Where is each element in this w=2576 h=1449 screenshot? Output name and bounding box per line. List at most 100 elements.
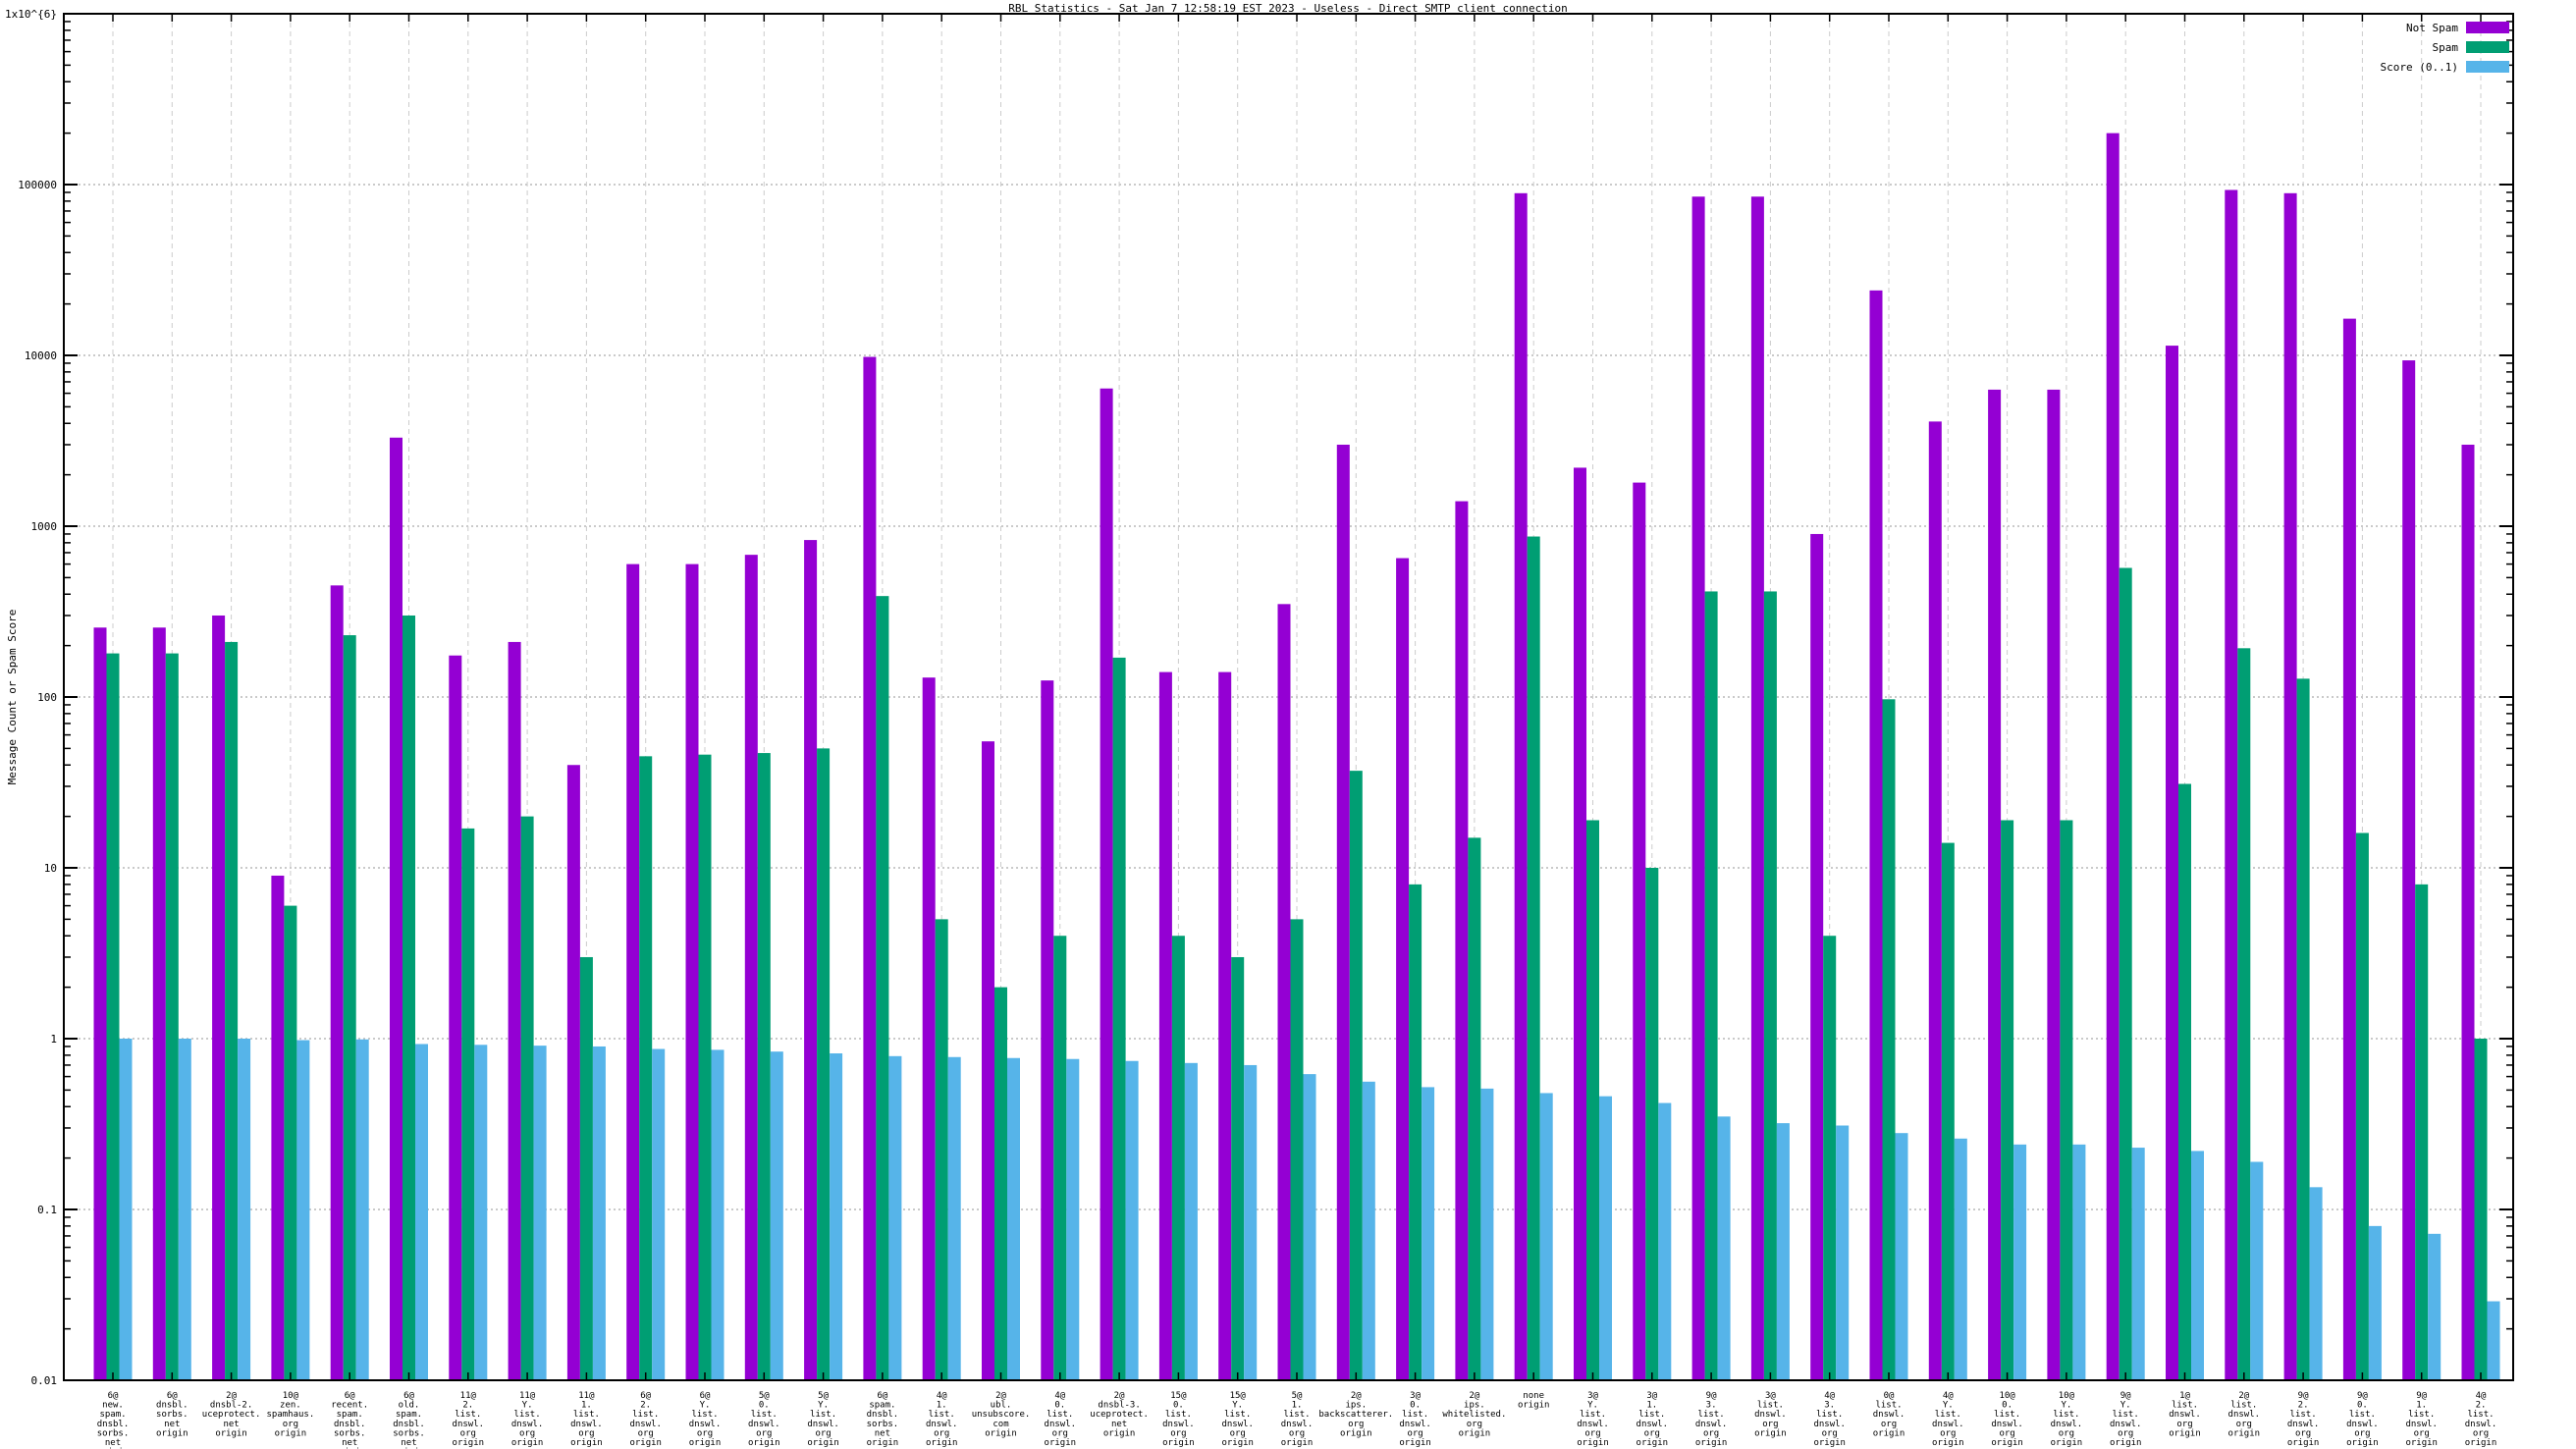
- bar-not-spam: [2342, 318, 2356, 1380]
- x-category-label: 6@: [877, 1391, 887, 1401]
- x-category-label: origin: [2346, 1438, 2379, 1448]
- bar-score-0-1: [1895, 1133, 1908, 1380]
- x-category-label: ubl.: [991, 1401, 1012, 1411]
- x-category-label: org: [934, 1428, 949, 1438]
- x-category-label: 0.: [1173, 1401, 1184, 1411]
- bar-not-spam: [1218, 671, 1232, 1380]
- x-category-label: 3@: [1410, 1391, 1421, 1401]
- bar-spam: [225, 641, 239, 1380]
- x-category-label: org: [1584, 1428, 1600, 1438]
- x-category-label: dnsbl.: [393, 1420, 425, 1429]
- bar-score-0-1: [1954, 1138, 1967, 1380]
- x-category-label: org: [2295, 1428, 2311, 1438]
- bar-spam: [1645, 868, 1659, 1380]
- bar-not-spam: [1455, 501, 1469, 1380]
- x-category-label: spamhaus.: [267, 1410, 315, 1420]
- x-category-label: sorbs.: [393, 1428, 425, 1438]
- bar-score-0-1: [119, 1039, 133, 1380]
- x-category-label: 4@: [1824, 1391, 1835, 1401]
- bar-spam: [520, 816, 534, 1380]
- x-category-label: origin: [1221, 1438, 1254, 1448]
- x-category-label: dnswl.: [926, 1420, 958, 1429]
- x-category-label: 2.: [2476, 1401, 2487, 1411]
- x-category-label: dnsbl-3.: [1098, 1401, 1140, 1411]
- x-category-label: 2@: [226, 1391, 237, 1401]
- x-category-label: dnswl.: [748, 1420, 780, 1429]
- bar-spam: [1882, 699, 1896, 1380]
- bar-score-0-1: [1717, 1116, 1731, 1380]
- bar-score-0-1: [1480, 1088, 1494, 1380]
- bar-not-spam: [2402, 360, 2416, 1381]
- bar-score-0-1: [592, 1046, 606, 1380]
- x-category-label: 6@: [403, 1391, 414, 1401]
- y-tick-label: 0.1: [37, 1204, 57, 1216]
- bar-score-0-1: [2191, 1151, 2204, 1380]
- x-category-label: dnswl.: [1221, 1420, 1254, 1429]
- bar-score-0-1: [178, 1039, 191, 1380]
- x-category-label: origin: [2110, 1438, 2142, 1448]
- bar-not-spam: [566, 765, 580, 1380]
- x-category-label: net: [342, 1438, 357, 1448]
- x-category-label: 1.: [937, 1401, 947, 1411]
- x-category-label: 1.: [1646, 1401, 1657, 1411]
- bar-score-0-1: [296, 1040, 310, 1380]
- x-category-label: org: [1940, 1428, 1956, 1438]
- x-category-label: origin: [2465, 1438, 2497, 1448]
- x-category-label: origin: [1045, 1438, 1077, 1448]
- chart-title: RBL Statistics - Sat Jan 7 12:58:19 EST …: [1008, 2, 1568, 15]
- x-category-label: list.: [810, 1410, 836, 1420]
- bar-spam: [284, 905, 297, 1380]
- bar-score-0-1: [1539, 1093, 1553, 1380]
- x-category-label: 9@: [1706, 1391, 1717, 1401]
- x-category-label: com: [993, 1420, 1008, 1429]
- x-category-label: 3.: [1706, 1401, 1717, 1411]
- x-category-label: net: [401, 1438, 416, 1448]
- x-category-label: 9@: [2357, 1391, 2368, 1401]
- x-category-label: org: [697, 1428, 713, 1438]
- x-category-label: 3@: [1646, 1391, 1657, 1401]
- x-category-label: org: [1407, 1428, 1422, 1438]
- x-category-label: dnswl.: [629, 1420, 662, 1429]
- x-category-label: list.: [2349, 1410, 2376, 1420]
- x-category-label: dnswl.: [2465, 1420, 2497, 1429]
- x-category-label: origin: [1873, 1428, 1905, 1438]
- x-category-label: origin: [453, 1438, 485, 1448]
- x-category-label: list.: [1757, 1401, 1784, 1411]
- bar-score-0-1: [652, 1048, 666, 1380]
- bar-score-0-1: [1125, 1060, 1139, 1380]
- x-category-label: old.: [399, 1401, 420, 1411]
- x-category-label: 1.: [1292, 1401, 1303, 1411]
- bar-score-0-1: [2250, 1161, 2264, 1380]
- bar-spam: [698, 754, 712, 1380]
- x-category-label: dnswl.: [511, 1420, 544, 1429]
- bar-not-spam: [93, 627, 107, 1380]
- x-category-label: net: [223, 1420, 239, 1429]
- x-category-label: origin: [1695, 1438, 1728, 1448]
- x-category-label: Y.: [522, 1401, 533, 1411]
- x-category-label: dnswl.: [570, 1420, 603, 1429]
- y-tick-label: 1000: [31, 520, 58, 533]
- bar-spam: [1468, 837, 1481, 1380]
- bar-score-0-1: [1776, 1123, 1790, 1380]
- bar-spam: [2237, 648, 2251, 1380]
- bar-spam: [876, 596, 889, 1380]
- x-category-label: list.: [1875, 1401, 1902, 1411]
- x-category-label: whitelisted.: [1442, 1410, 1506, 1420]
- x-category-label: dnswl.: [2287, 1420, 2320, 1429]
- x-category-label: 2.: [462, 1401, 473, 1411]
- bar-score-0-1: [1599, 1096, 1612, 1380]
- x-category-label: dnsbl-2.: [210, 1401, 252, 1411]
- x-category-label: org: [1703, 1428, 1719, 1438]
- bar-score-0-1: [355, 1039, 369, 1380]
- x-category-label: 1@: [2179, 1391, 2190, 1401]
- x-category-label: 6@: [700, 1391, 711, 1401]
- x-category-label: org: [283, 1420, 298, 1429]
- x-category-label: dnswl.: [1399, 1420, 1431, 1429]
- bar-spam: [1823, 936, 1837, 1380]
- x-category-label: dnswl.: [2110, 1420, 2142, 1429]
- x-category-label: dnswl.: [1873, 1410, 1905, 1420]
- bar-not-spam: [982, 741, 994, 1380]
- x-category-label: list.: [1165, 1410, 1192, 1420]
- bar-score-0-1: [1066, 1058, 1080, 1380]
- bar-score-0-1: [1362, 1081, 1375, 1380]
